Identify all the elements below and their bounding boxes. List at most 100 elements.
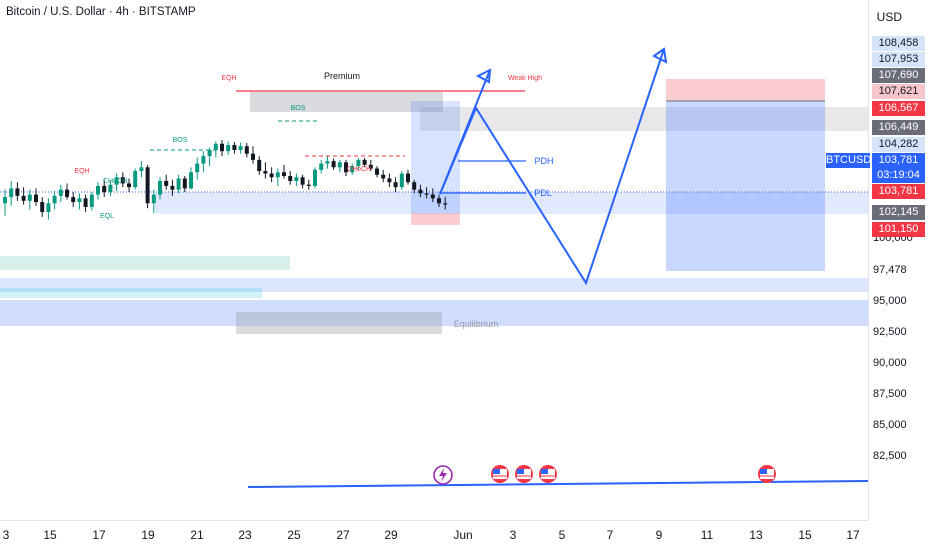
candle-body — [170, 185, 175, 190]
us-flag-icon[interactable] — [491, 465, 509, 483]
candle-body — [331, 161, 336, 168]
candle-body — [393, 182, 398, 188]
candle-body — [9, 188, 14, 198]
price-tick-82500: 82,500 — [873, 450, 907, 462]
price-tick-85000: 85,000 — [873, 419, 907, 431]
candle-body — [195, 163, 200, 173]
price-tick-97478: 97,478 — [873, 264, 907, 276]
candle-body — [238, 146, 243, 150]
candle-body — [52, 195, 57, 204]
candle-body — [21, 195, 26, 201]
candle-body — [387, 178, 392, 183]
price-tick-92500: 92,500 — [873, 326, 907, 338]
candle-body — [46, 203, 51, 212]
candle-body — [108, 184, 113, 193]
price-badge: 106,567 — [872, 101, 925, 116]
time-axis-separator — [0, 520, 868, 521]
candle-body — [102, 185, 107, 193]
x-tick: 23 — [238, 528, 252, 542]
candle-body — [269, 173, 274, 178]
candle-body — [313, 169, 317, 186]
candle-body — [58, 189, 63, 196]
x-tick: 15 — [43, 528, 57, 542]
price-badge: 108,458 — [872, 36, 925, 51]
demand-zone — [155, 192, 868, 214]
price-badge: 107,621 — [872, 84, 925, 99]
premium-gray-zone — [250, 92, 443, 112]
zones-layer — [0, 79, 868, 334]
flash-event-icon[interactable] — [433, 465, 453, 485]
symbol-badge[interactable]: BTCUSD — [826, 153, 872, 168]
candle-body — [3, 197, 7, 204]
price-badge: 104,282 — [872, 137, 925, 152]
candle-body — [337, 162, 342, 168]
candle-body — [362, 159, 367, 165]
annotation-eqh-2: EQH — [74, 168, 90, 175]
annotation-choch-2: CHoCH — [346, 166, 372, 173]
x-tick: 13 — [749, 528, 763, 542]
candle-body — [65, 189, 69, 198]
annotation-bos-2: BOS — [290, 105, 306, 112]
us-flag-icon[interactable] — [539, 465, 557, 483]
candle-body — [300, 177, 305, 185]
candle-body — [133, 171, 138, 188]
candle-body — [151, 194, 156, 204]
x-tick: 25 — [287, 528, 301, 542]
candle-body — [189, 172, 193, 189]
candle-body — [27, 194, 32, 201]
price-badge: 103,781 — [872, 153, 925, 168]
price-tick-95000: 95,000 — [873, 295, 907, 307]
candle-body — [381, 174, 386, 179]
candle-body — [412, 182, 417, 190]
candle-body — [15, 188, 20, 196]
candle-body — [34, 194, 38, 203]
x-tick: 11 — [700, 528, 714, 542]
candle-body — [257, 159, 262, 172]
price-badge: 03:19:04 — [872, 168, 925, 183]
price-badge: 106,449 — [872, 120, 925, 135]
equilibrium-zone — [236, 312, 442, 334]
price-badge: 102,145 — [872, 205, 925, 220]
entry-box-blue — [411, 101, 460, 213]
price-tick-87500: 87,500 — [873, 388, 907, 400]
x-tick: 3 — [509, 528, 517, 542]
x-tick: 5 — [558, 528, 566, 542]
target-box-red — [666, 79, 825, 101]
us-flag-icon[interactable] — [515, 465, 533, 483]
x-tick: 21 — [190, 528, 204, 542]
candle-body — [251, 153, 255, 160]
price-badge: 107,953 — [872, 52, 925, 67]
candle-body — [424, 193, 429, 195]
currency-label[interactable]: USD — [876, 10, 902, 24]
chart-title: Bitcoin / U.S. Dollar · 4h · BITSTAMP — [6, 6, 196, 18]
fvg-cyan-1 — [0, 256, 290, 270]
x-tick: 27 — [336, 528, 350, 542]
candle-body — [275, 172, 280, 178]
candle-body — [368, 164, 373, 169]
x-tick: 3 — [2, 528, 10, 542]
candle-body — [294, 177, 299, 181]
fvg-blue-1 — [0, 278, 868, 292]
annotation-premium: Premium — [323, 71, 361, 81]
fvg-blue-2 — [0, 300, 868, 326]
candle-body — [77, 198, 82, 203]
x-tick: 19 — [141, 528, 155, 542]
arrow-head-1 — [475, 68, 492, 84]
event-icons[interactable] — [433, 465, 776, 485]
price-axis-separator — [868, 0, 869, 520]
candle-body — [207, 149, 212, 157]
price-badge: 101,150 — [872, 222, 925, 237]
x-tick: 15 — [798, 528, 812, 542]
candle-body — [282, 172, 286, 176]
annotation-pdh: PDH — [534, 156, 554, 166]
annotation-bos-1: BOS — [172, 137, 188, 144]
projection-path-2 — [439, 48, 665, 286]
us-flag-icon[interactable] — [758, 465, 776, 483]
candle-body — [164, 180, 169, 186]
candle-body — [325, 161, 330, 164]
candle-body — [344, 162, 348, 173]
stop-box-red — [411, 213, 460, 225]
annotation-eqh-1: EQH — [221, 75, 237, 82]
arrow-head-2 — [652, 47, 668, 64]
